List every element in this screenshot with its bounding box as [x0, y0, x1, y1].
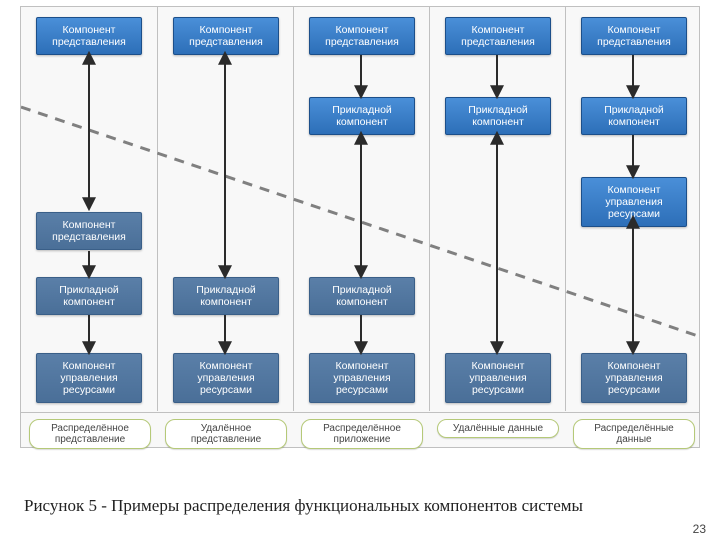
cell: Прикладной компонент [294, 97, 430, 135]
component-box: Прикладной компонент [173, 277, 279, 315]
column-2: Компонент представления Прикладной компон… [293, 7, 430, 411]
slide: Компонент представленияКомпонент предста… [0, 6, 720, 540]
component-box: Компонент управления ресурсами [581, 353, 687, 403]
component-box: Прикладной компонент [581, 97, 687, 135]
cell: Компонент управления ресурсами [430, 353, 566, 403]
cell: Компонент управления ресурсами [566, 177, 702, 227]
cell: Компонент представления [21, 17, 157, 55]
column-label-pill: Распределённое приложение [301, 419, 423, 449]
component-box: Компонент представления [36, 17, 142, 55]
column-label-pill: Распределённое представление [29, 419, 151, 449]
component-box: Компонент представления [309, 17, 415, 55]
cell: Компонент представления [158, 17, 294, 55]
cell: Компонент представления [430, 17, 566, 55]
column-label-pill: Удалённые данные [437, 419, 559, 438]
component-box: Компонент представления [581, 17, 687, 55]
cell: Компонент управления ресурсами [21, 353, 157, 403]
component-box: Компонент управления ресурсами [581, 177, 687, 227]
cell: Прикладной компонент [158, 277, 294, 315]
column-label-pill: Распределённые данные [573, 419, 695, 449]
component-box: Компонент управления ресурсами [173, 353, 279, 403]
component-box: Компонент представления [445, 17, 551, 55]
component-box: Прикладной компонент [309, 97, 415, 135]
component-box: Компонент представления [36, 212, 142, 250]
cell: Компонент управления ресурсами [294, 353, 430, 403]
pill-lane: Распределённое представление Удалённое пр… [21, 412, 699, 447]
component-box: Компонент управления ресурсами [36, 353, 142, 403]
component-box: Прикладной компонент [309, 277, 415, 315]
column-1: Компонент представления Прикладной компон… [157, 7, 294, 411]
page-number: 23 [693, 522, 706, 536]
cell: Компонент представления [566, 17, 702, 55]
component-box: Компонент представления [173, 17, 279, 55]
component-box: Компонент управления ресурсами [445, 353, 551, 403]
component-box: Прикладной компонент [36, 277, 142, 315]
cell: Прикладной компонент [294, 277, 430, 315]
cell: Компонент представления [294, 17, 430, 55]
column-0: Компонент представления Компонент предста… [21, 7, 157, 411]
cell: Компонент управления ресурсами [158, 353, 294, 403]
cell: Прикладной компонент [21, 277, 157, 315]
component-box: Прикладной компонент [445, 97, 551, 135]
cell: Компонент управления ресурсами [566, 353, 702, 403]
cell: Компонент представления [21, 212, 157, 250]
cell: Прикладной компонент [430, 97, 566, 135]
figure-caption: Рисунок 5 - Примеры распределения функци… [24, 496, 696, 516]
architecture-diagram: Компонент представленияКомпонент предста… [20, 6, 700, 448]
component-box: Компонент управления ресурсами [309, 353, 415, 403]
column-label-pill: Удалённое представление [165, 419, 287, 449]
column-4: Компонент представления Прикладной компон… [565, 7, 702, 411]
column-3: Компонент представления Прикладной компон… [429, 7, 566, 411]
cell: Прикладной компонент [566, 97, 702, 135]
